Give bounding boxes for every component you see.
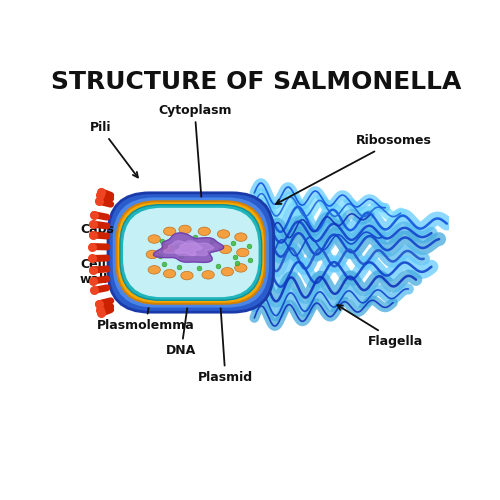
Text: Plasmolemma: Plasmolemma [96,282,194,332]
Ellipse shape [146,250,158,258]
Ellipse shape [221,268,234,276]
Text: DNA: DNA [166,261,196,357]
Text: Cell
wall: Cell wall [80,258,126,286]
FancyBboxPatch shape [112,198,269,308]
Ellipse shape [164,227,176,235]
Ellipse shape [164,270,176,278]
Text: Ribosomes: Ribosomes [276,134,432,204]
Ellipse shape [234,264,247,272]
Ellipse shape [181,272,193,280]
Text: Plasmid: Plasmid [198,271,253,384]
Text: Pili: Pili [90,121,138,178]
Ellipse shape [198,227,210,235]
Ellipse shape [234,233,247,241]
FancyBboxPatch shape [123,208,258,297]
Text: Cytoplasm: Cytoplasm [158,104,232,206]
Text: Flagella: Flagella [338,305,423,348]
Ellipse shape [162,244,174,253]
FancyBboxPatch shape [108,193,274,312]
Ellipse shape [202,270,214,279]
Ellipse shape [148,235,160,244]
Ellipse shape [236,248,249,256]
FancyBboxPatch shape [120,205,262,300]
FancyBboxPatch shape [116,202,265,304]
Polygon shape [175,241,214,256]
Ellipse shape [148,266,160,274]
Polygon shape [164,241,202,256]
Ellipse shape [220,245,232,254]
Text: STRUCTURE OF SALMONELLA: STRUCTURE OF SALMONELLA [51,70,462,94]
Text: Capsule: Capsule [80,223,136,238]
Ellipse shape [179,225,191,234]
Ellipse shape [218,230,230,238]
Polygon shape [154,233,224,262]
